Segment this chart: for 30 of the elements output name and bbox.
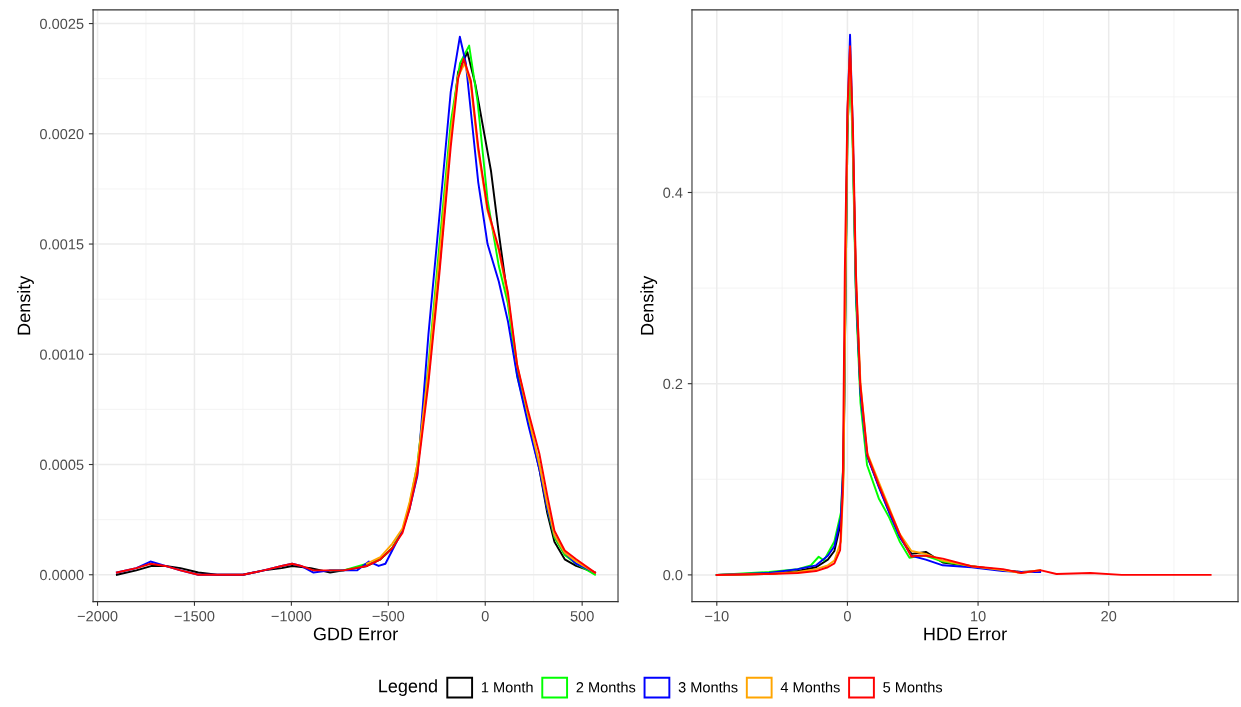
y-tick-label: 0.0 <box>663 569 683 581</box>
x-tick-label: 20 <box>1101 611 1117 622</box>
y-tick-label: 0.0010 <box>40 349 84 360</box>
y-tick-label: 0.4 <box>663 187 683 198</box>
y-tick-label: 0.0020 <box>40 128 84 140</box>
x-tick-label: −10 <box>705 611 729 622</box>
x-tick-label: 10 <box>971 611 986 622</box>
legend-label: 2 Months <box>576 681 636 693</box>
line-series <box>715 45 1212 576</box>
y-axis-title: Density <box>17 275 34 335</box>
x-tick-label: 0 <box>481 611 489 622</box>
y-tick-label: 0.0025 <box>40 18 84 29</box>
y-tick-label: 0.2 <box>663 378 683 390</box>
legend-label: 3 Months <box>678 681 738 693</box>
legend-title: Legend <box>379 679 437 696</box>
x-axis-title: GDD Error <box>313 627 398 641</box>
x-axis-title: HDD Error <box>924 627 1007 641</box>
x-tick-label: −1000 <box>271 611 312 622</box>
legend-label: 5 Months <box>883 681 943 693</box>
legend-label: 4 Months <box>780 681 840 693</box>
y-tick-label: 0.0000 <box>40 569 84 581</box>
x-tick-label: −500 <box>372 611 405 622</box>
x-tick-label: −1500 <box>174 611 215 622</box>
x-tick-label: −2000 <box>77 611 118 622</box>
y-tick-label: 0.0005 <box>40 459 84 470</box>
y-axis-title: Density <box>640 275 658 335</box>
y-tick-label: 0.0015 <box>40 239 84 250</box>
x-tick-label: 0 <box>843 611 851 622</box>
x-tick-label: 500 <box>570 611 594 622</box>
legend-label: 1 Month <box>481 681 533 693</box>
